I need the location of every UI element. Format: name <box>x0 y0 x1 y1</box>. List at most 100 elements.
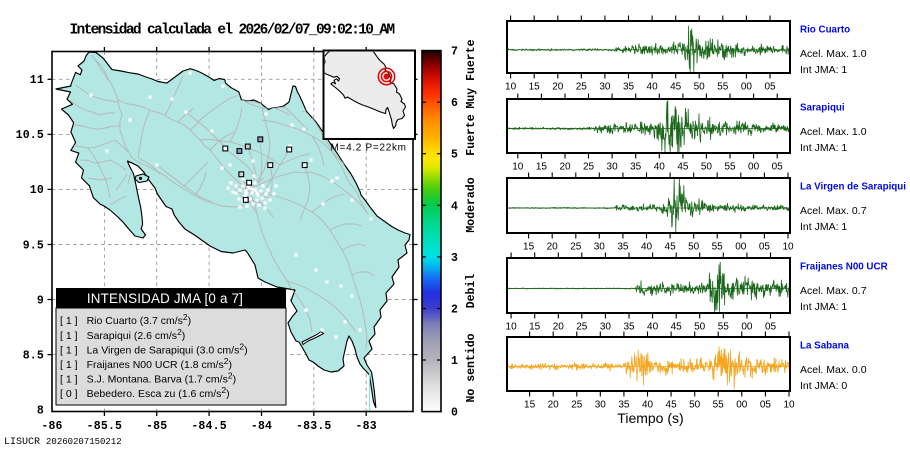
svg-text:Intensidad calculada el 2026/0: Intensidad calculada el 2026/02/07_09:02… <box>70 23 395 39</box>
svg-text:55: 55 <box>712 242 724 253</box>
svg-text:35: 35 <box>630 162 642 173</box>
svg-text:-85.5: -85.5 <box>87 420 123 433</box>
svg-text:15: 15 <box>529 322 541 333</box>
svg-text:2: 2 <box>451 304 458 317</box>
svg-text:10: 10 <box>505 82 517 93</box>
svg-text:-84: -84 <box>251 420 272 433</box>
svg-text:0: 0 <box>451 407 458 420</box>
svg-text:40: 40 <box>654 162 666 173</box>
svg-text:00: 00 <box>741 322 753 333</box>
svg-text:15: 15 <box>536 162 548 173</box>
svg-text:M=4.2 P=22km: M=4.2 P=22km <box>331 143 407 154</box>
svg-text:25: 25 <box>576 82 588 93</box>
svg-text:9: 9 <box>37 294 44 307</box>
svg-text:55: 55 <box>724 162 736 173</box>
svg-text:30: 30 <box>594 242 606 253</box>
svg-text:8.5: 8.5 <box>23 349 44 362</box>
svg-text:[ 1 ]: [ 1 ] <box>60 330 78 342</box>
svg-text:[ 1 ]: [ 1 ] <box>60 359 78 371</box>
svg-text:10.5: 10.5 <box>16 129 44 142</box>
svg-text:40: 40 <box>647 82 659 93</box>
svg-text:50: 50 <box>694 82 706 93</box>
svg-text:20: 20 <box>552 82 564 93</box>
svg-text:00: 00 <box>741 82 753 93</box>
svg-text:25: 25 <box>583 162 595 173</box>
svg-text:Int JMA: 1: Int JMA: 1 <box>800 64 847 76</box>
svg-text:05: 05 <box>765 322 777 333</box>
svg-text:Sarapiqui: Sarapiqui <box>800 103 845 114</box>
svg-text:20: 20 <box>553 322 565 333</box>
svg-text:55: 55 <box>718 322 730 333</box>
svg-text:No sentido: No sentido <box>465 333 478 402</box>
svg-text:4: 4 <box>451 200 458 213</box>
svg-text:25: 25 <box>576 322 588 333</box>
svg-text:-83: -83 <box>356 420 377 433</box>
svg-text:6: 6 <box>451 97 458 110</box>
svg-text:10: 10 <box>506 322 518 333</box>
svg-text:-83.5: -83.5 <box>296 420 332 433</box>
svg-text:00: 00 <box>736 400 748 411</box>
svg-text:[ 1 ]: [ 1 ] <box>60 315 78 327</box>
svg-text:-84.5: -84.5 <box>191 420 227 433</box>
svg-text:10: 10 <box>512 162 524 173</box>
svg-text:Fraijanes N00 UCR: Fraijanes N00 UCR <box>800 262 888 273</box>
svg-text:Tiempo (s): Tiempo (s) <box>617 410 683 426</box>
svg-text:La Virgen de Sarapiqui (3.0 cm: La Virgen de Sarapiqui (3.0 cm/s2) <box>87 341 248 356</box>
svg-text:10: 10 <box>30 184 44 197</box>
svg-text:Fraijanes N00 UCR (1.8 cm/s2): Fraijanes N00 UCR (1.8 cm/s2) <box>87 356 232 371</box>
svg-text:Acel. Max. 1.0: Acel. Max. 1.0 <box>800 48 867 60</box>
svg-text:50: 50 <box>701 162 713 173</box>
svg-text:55: 55 <box>717 82 729 93</box>
svg-text:Acel. Max. 0.7: Acel. Max. 0.7 <box>800 205 867 217</box>
svg-text:Int JMA: 1: Int JMA: 1 <box>800 142 847 154</box>
svg-text:05: 05 <box>772 162 784 173</box>
svg-text:Rio Cuarto (3.7 cm/s2): Rio Cuarto (3.7 cm/s2) <box>87 312 192 327</box>
svg-text:40: 40 <box>642 400 654 411</box>
svg-text:25: 25 <box>571 400 583 411</box>
svg-text:La Virgen de Sarapiqui: La Virgen de Sarapiqui <box>800 182 906 193</box>
svg-text:Debil: Debil <box>465 274 478 309</box>
svg-text:50: 50 <box>688 242 700 253</box>
svg-text:7: 7 <box>451 46 458 59</box>
svg-text:05: 05 <box>760 400 772 411</box>
svg-text:35: 35 <box>617 242 629 253</box>
svg-text:9.5: 9.5 <box>23 239 44 252</box>
svg-text:45: 45 <box>671 322 683 333</box>
svg-text:30: 30 <box>595 400 607 411</box>
svg-text:-85: -85 <box>146 420 167 433</box>
svg-text:[ 1 ]: [ 1 ] <box>60 344 78 356</box>
svg-text:35: 35 <box>623 322 635 333</box>
svg-text:20: 20 <box>547 242 559 253</box>
svg-text:05: 05 <box>764 82 776 93</box>
svg-text:INTENSIDAD JMA [0 a 7]: INTENSIDAD JMA [0 a 7] <box>87 291 243 306</box>
svg-text:Bebedero. Esca zu (1.6 cm/s2): Bebedero. Esca zu (1.6 cm/s2) <box>87 385 230 400</box>
svg-text:Muy Fuerte: Muy Fuerte <box>465 39 478 108</box>
svg-text:S.J. Montana. Barva (1.7 cm/s2: S.J. Montana. Barva (1.7 cm/s2) <box>87 371 236 386</box>
svg-text:45: 45 <box>666 400 678 411</box>
svg-text:50: 50 <box>694 322 706 333</box>
svg-text:45: 45 <box>665 242 677 253</box>
svg-text:Acel. Max. 1.0: Acel. Max. 1.0 <box>800 126 867 138</box>
svg-text:Moderado: Moderado <box>465 177 478 232</box>
svg-text:40: 40 <box>647 322 659 333</box>
svg-text:40: 40 <box>641 242 653 253</box>
svg-text:Rio Cuarto: Rio Cuarto <box>800 25 850 36</box>
svg-text:45: 45 <box>670 82 682 93</box>
svg-text:3: 3 <box>451 252 458 265</box>
svg-text:15: 15 <box>529 82 541 93</box>
svg-text:30: 30 <box>599 82 611 93</box>
svg-text:[ 0 ]: [ 0 ] <box>60 388 78 400</box>
svg-text:45: 45 <box>677 162 689 173</box>
svg-text:10: 10 <box>782 242 794 253</box>
svg-text:Int JMA: 1: Int JMA: 1 <box>800 301 847 313</box>
svg-text:Int JMA: 1: Int JMA: 1 <box>800 221 847 233</box>
svg-text:15: 15 <box>523 242 535 253</box>
svg-text:1: 1 <box>451 355 458 368</box>
svg-text:Acel. Max. 0.0: Acel. Max. 0.0 <box>800 364 867 376</box>
svg-text:00: 00 <box>748 162 760 173</box>
svg-text:Fuerte: Fuerte <box>465 114 478 156</box>
svg-text:55: 55 <box>713 400 725 411</box>
svg-text:Int JMA: 0: Int JMA: 0 <box>800 380 847 392</box>
svg-text:15: 15 <box>524 400 536 411</box>
svg-text:8: 8 <box>37 404 44 417</box>
